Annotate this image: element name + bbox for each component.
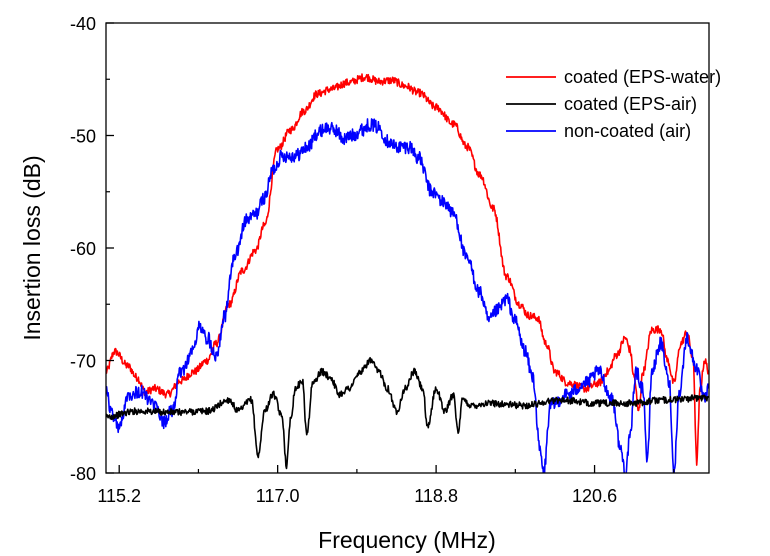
legend: coated (EPS-water) coated (EPS-air) non-co… — [506, 67, 721, 141]
x-tick-label: 118.8 — [414, 486, 458, 506]
x-tick-label: 115.2 — [97, 486, 141, 506]
x-tick-label: 120.6 — [572, 486, 617, 506]
legend-label: coated (EPS-air) — [564, 94, 697, 114]
y-tick-label: -40 — [70, 14, 96, 34]
axes: 115.2 117.0 118.8 120.6 -80 -70 -60 -50 -40 — [70, 14, 675, 506]
legend-label: non-coated (air) — [564, 121, 691, 141]
y-tick-label: -50 — [70, 127, 96, 147]
x-tick-label: 117.0 — [256, 486, 300, 506]
plot-area — [106, 73, 709, 473]
y-tick-label: -80 — [70, 464, 96, 484]
series-line-1 — [106, 356, 709, 470]
legend-label: coated (EPS-water) — [564, 67, 721, 87]
y-tick-label: -70 — [70, 352, 96, 372]
x-axis-label: Frequency (MHz) — [318, 527, 496, 553]
y-tick-label: -60 — [70, 239, 96, 259]
y-axis-label: Insertion loss (dB) — [19, 155, 45, 340]
series-line-0 — [106, 73, 709, 466]
series-line-2 — [106, 118, 709, 473]
